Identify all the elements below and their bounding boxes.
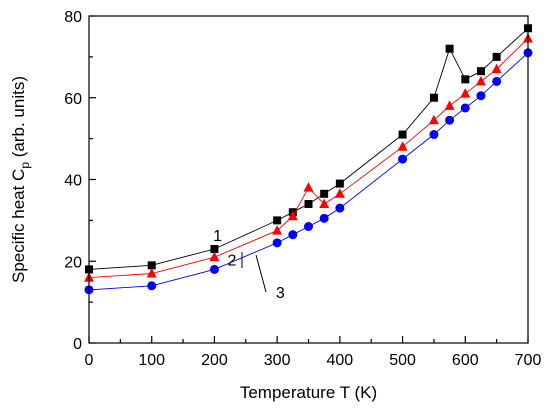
- y-tick-label: 60: [64, 91, 82, 108]
- x-tick-label: 400: [327, 352, 354, 369]
- data-point-circle: [476, 91, 486, 101]
- curve-label-3: 3: [276, 285, 285, 302]
- data-point-triangle: [475, 75, 486, 86]
- series-line: [88, 38, 529, 279]
- y-tick-label: 20: [64, 254, 82, 271]
- data-point-triangle: [334, 188, 345, 198]
- data-point-square: [147, 261, 156, 270]
- data-point-triangle: [303, 182, 314, 192]
- data-point-square: [476, 67, 485, 76]
- curve-label-2: 2: [228, 252, 237, 269]
- x-tick-label: 200: [201, 352, 228, 369]
- y-axis-title-units: (arb. units): [9, 76, 28, 162]
- y-tick-label: 0: [73, 336, 82, 353]
- data-point-square: [445, 44, 454, 53]
- data-point-triangle: [272, 225, 283, 235]
- series-2: [84, 32, 533, 282]
- plot-frame: [88, 15, 529, 344]
- data-point-triangle: [319, 198, 330, 209]
- series-line: [88, 52, 529, 291]
- y-tick-label: 80: [64, 9, 82, 26]
- data-point-circle: [288, 230, 298, 240]
- x-tick-label: 600: [452, 352, 479, 369]
- data-point-square: [273, 216, 282, 225]
- data-point-square: [398, 130, 407, 139]
- data-point-triangle: [428, 114, 439, 125]
- data-point-triangle: [460, 88, 471, 98]
- x-tick-label: 700: [515, 352, 542, 369]
- data-point-circle: [429, 130, 439, 140]
- y-tick-label: 40: [64, 173, 82, 190]
- data-point-square: [492, 52, 501, 61]
- data-point-triangle: [209, 251, 220, 262]
- x-tick-label: 100: [138, 352, 165, 369]
- data-point-circle: [460, 103, 470, 113]
- series-line: [88, 27, 529, 270]
- series-layer: [84, 24, 533, 295]
- data-point-circle: [319, 213, 329, 223]
- curve-label-3-leader: [255, 254, 267, 293]
- data-point-circle: [304, 222, 313, 232]
- data-point-triangle: [397, 141, 408, 151]
- x-tick-label: 0: [85, 352, 94, 369]
- data-point-circle: [147, 281, 157, 291]
- data-point-circle: [492, 76, 502, 86]
- y-axis-title: Specific heat Cp (arb. units): [9, 76, 32, 283]
- data-point-circle: [272, 238, 282, 248]
- data-point-circle: [335, 203, 345, 213]
- x-tick-label: 500: [389, 352, 416, 369]
- data-point-circle: [445, 115, 455, 125]
- data-point-triangle: [491, 63, 502, 74]
- data-point-square: [320, 189, 329, 198]
- x-axis-title: Temperature T (K): [240, 383, 377, 402]
- data-point-square: [210, 244, 219, 253]
- y-axis-title-subscript: p: [18, 162, 32, 169]
- series-1: [85, 24, 532, 274]
- ticks-layer: 0 100 200 300 400 500 600 700 0 20 40 60 80: [64, 9, 541, 369]
- x-tick-label: 300: [264, 352, 291, 369]
- data-point-triangle: [287, 210, 298, 221]
- data-point-triangle: [146, 268, 157, 278]
- annotation-layer: 12 3: [213, 228, 285, 302]
- data-point-square: [304, 200, 313, 209]
- curve-label-1: 1: [213, 228, 222, 245]
- data-point-circle: [209, 264, 219, 274]
- y-axis-title-main: Specific heat C: [9, 169, 28, 283]
- series-3: [84, 48, 533, 295]
- data-point-square: [335, 179, 344, 188]
- data-point-square: [429, 93, 438, 102]
- data-point-square: [461, 75, 470, 84]
- data-point-circle: [398, 154, 408, 164]
- data-point-triangle: [444, 100, 455, 110]
